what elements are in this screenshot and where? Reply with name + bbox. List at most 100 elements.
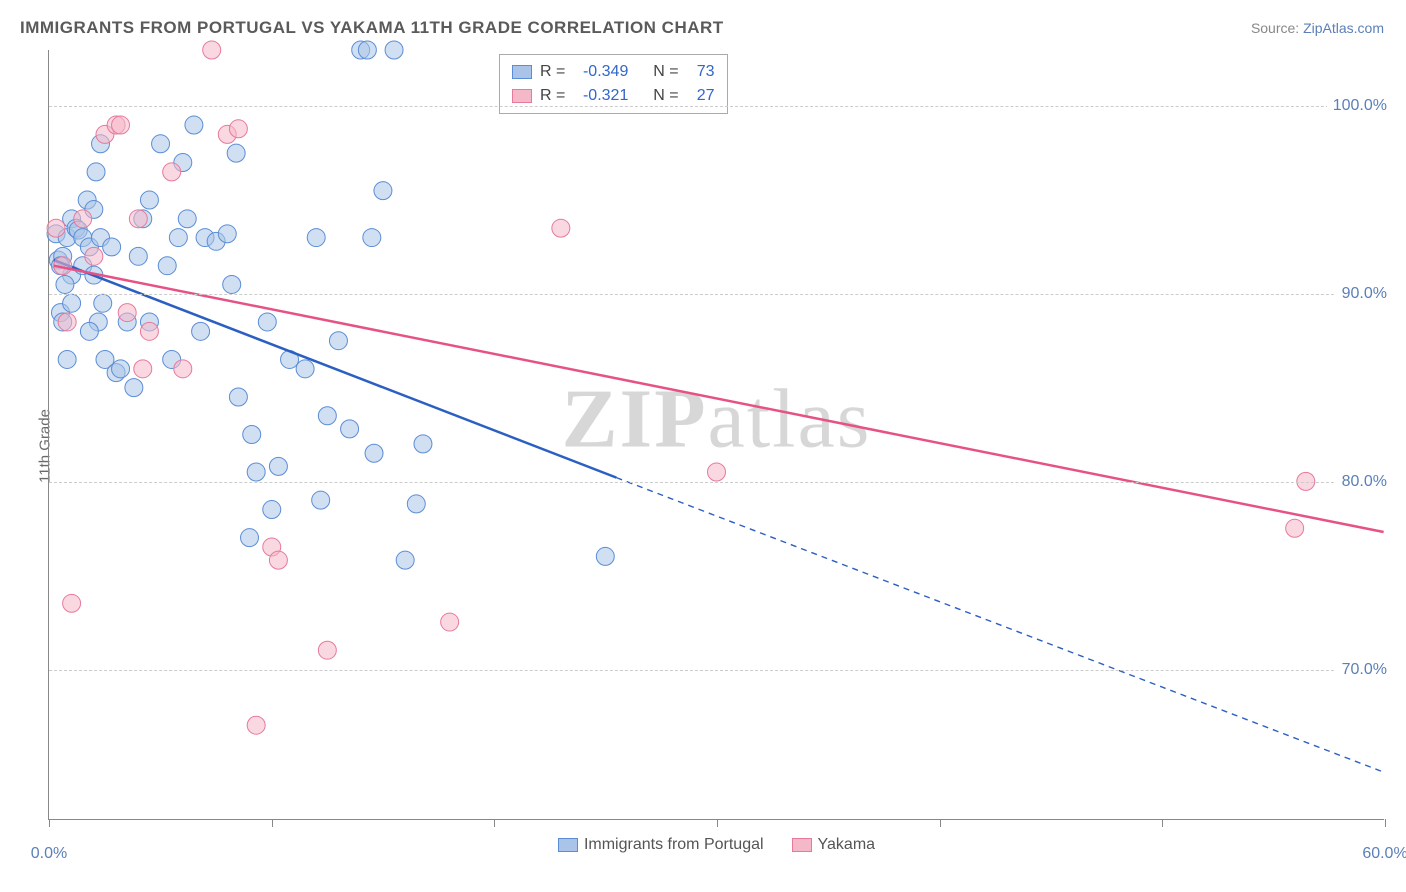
- stat-r-label: R =: [540, 60, 565, 84]
- data-point: [263, 501, 281, 519]
- gridline: [49, 482, 1384, 483]
- trend-line: [54, 266, 1384, 532]
- data-point: [385, 41, 403, 59]
- x-tick: [1162, 819, 1163, 827]
- data-point: [269, 551, 287, 569]
- data-point: [203, 41, 221, 59]
- x-tick-label: 60.0%: [1362, 845, 1406, 863]
- data-point: [85, 247, 103, 265]
- stats-legend-box: R = -0.349 N = 73 R = -0.321 N = 27: [499, 54, 728, 114]
- x-tick-label: 0.0%: [31, 845, 67, 863]
- data-point: [80, 322, 98, 340]
- legend-swatch: [792, 838, 812, 852]
- data-point: [63, 294, 81, 312]
- data-point: [358, 41, 376, 59]
- data-point: [185, 116, 203, 134]
- x-tick: [272, 819, 273, 827]
- y-tick-label: 90.0%: [1336, 285, 1387, 303]
- stat-n-label: N =: [653, 60, 678, 84]
- stat-n-value: 73: [687, 60, 715, 84]
- data-point: [129, 247, 147, 265]
- data-point: [296, 360, 314, 378]
- scatter-svg: [49, 50, 1384, 819]
- data-point: [363, 229, 381, 247]
- data-point: [312, 491, 330, 509]
- data-point: [103, 238, 121, 256]
- data-point: [258, 313, 276, 331]
- gridline: [49, 670, 1384, 671]
- data-point: [58, 350, 76, 368]
- data-point: [152, 135, 170, 153]
- data-point: [94, 294, 112, 312]
- x-tick: [49, 819, 50, 827]
- data-point: [1286, 519, 1304, 537]
- trend-line-extrapolated: [616, 478, 1383, 772]
- data-point: [708, 463, 726, 481]
- data-point: [140, 322, 158, 340]
- data-point: [227, 144, 245, 162]
- data-point: [47, 219, 65, 237]
- stat-r-value: -0.321: [573, 84, 628, 108]
- stat-r-value: -0.349: [573, 60, 628, 84]
- stat-n-label: N =: [653, 84, 678, 108]
- data-point: [307, 229, 325, 247]
- chart-title: IMMIGRANTS FROM PORTUGAL VS YAKAMA 11TH …: [20, 18, 724, 38]
- data-point: [229, 388, 247, 406]
- y-tick-label: 100.0%: [1327, 97, 1387, 115]
- data-point: [229, 120, 247, 138]
- data-point: [396, 551, 414, 569]
- data-point: [329, 332, 347, 350]
- data-point: [74, 210, 92, 228]
- source-link[interactable]: ZipAtlas.com: [1303, 20, 1384, 36]
- data-point: [63, 594, 81, 612]
- gridline: [49, 294, 1384, 295]
- data-point: [169, 229, 187, 247]
- data-point: [163, 163, 181, 181]
- data-point: [112, 360, 130, 378]
- data-point: [414, 435, 432, 453]
- y-tick-label: 70.0%: [1336, 661, 1387, 679]
- x-tick: [494, 819, 495, 827]
- legend-item: Immigrants from Portugal: [558, 836, 764, 854]
- data-point: [243, 426, 261, 444]
- data-point: [318, 641, 336, 659]
- x-tick: [717, 819, 718, 827]
- data-point: [56, 275, 74, 293]
- legend-swatch: [512, 65, 532, 79]
- legend-label: Immigrants from Portugal: [584, 836, 764, 854]
- source-attribution: Source: ZipAtlas.com: [1251, 20, 1384, 36]
- legend-item: Yakama: [792, 836, 876, 854]
- data-point: [112, 116, 130, 134]
- data-point: [87, 163, 105, 181]
- data-point: [158, 257, 176, 275]
- gridline: [49, 106, 1384, 107]
- data-point: [318, 407, 336, 425]
- x-tick: [1385, 819, 1386, 827]
- data-point: [552, 219, 570, 237]
- data-point: [247, 463, 265, 481]
- data-point: [223, 275, 241, 293]
- data-point: [365, 444, 383, 462]
- data-point: [192, 322, 210, 340]
- x-tick: [940, 819, 941, 827]
- stat-r-label: R =: [540, 84, 565, 108]
- data-point: [241, 529, 259, 547]
- data-point: [374, 182, 392, 200]
- data-point: [174, 360, 192, 378]
- chart-plot-area: ZIPatlas R =-0.349 N =73R =-0.321 N =27 …: [48, 50, 1384, 820]
- data-point: [269, 457, 287, 475]
- data-point: [134, 360, 152, 378]
- data-point: [118, 304, 136, 322]
- y-tick-label: 80.0%: [1336, 473, 1387, 491]
- legend-swatch: [558, 838, 578, 852]
- data-point: [441, 613, 459, 631]
- data-point: [125, 379, 143, 397]
- legend-label: Yakama: [818, 836, 876, 854]
- stats-legend-row: R = -0.321 N = 27: [512, 84, 715, 108]
- legend-swatch: [512, 89, 532, 103]
- stats-legend-row: R = -0.349 N = 73: [512, 60, 715, 84]
- data-point: [407, 495, 425, 513]
- data-point: [58, 313, 76, 331]
- stat-n-value: 27: [687, 84, 715, 108]
- data-point: [596, 547, 614, 565]
